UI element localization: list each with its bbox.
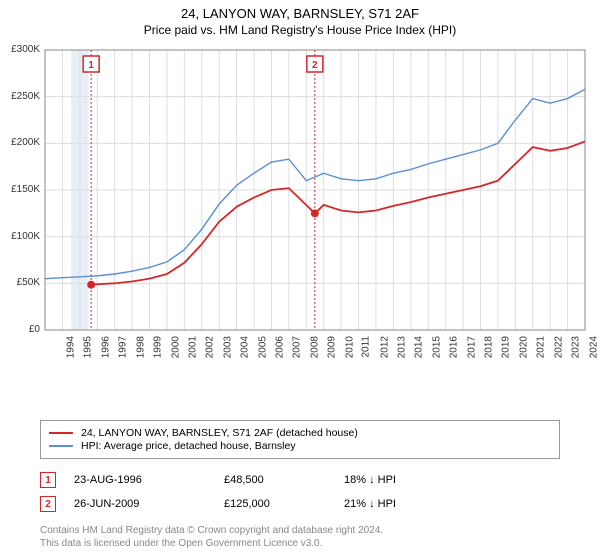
chart-title: 24, LANYON WAY, BARNSLEY, S71 2AF — [0, 0, 600, 21]
x-axis-label: 2014 — [414, 336, 425, 358]
x-axis-label: 2010 — [344, 336, 355, 358]
x-axis-label: 2005 — [257, 336, 268, 358]
legend: 24, LANYON WAY, BARNSLEY, S71 2AF (detac… — [40, 420, 560, 459]
legend-item: HPI: Average price, detached house, Barn… — [49, 440, 551, 452]
x-axis-label: 1994 — [65, 336, 76, 358]
footer-attribution: Contains HM Land Registry data © Crown c… — [40, 524, 383, 550]
x-axis-label: 2023 — [570, 336, 581, 358]
chart-subtitle: Price paid vs. HM Land Registry's House … — [0, 23, 600, 37]
x-axis-label: 1998 — [135, 336, 146, 358]
transaction-date: 26-JUN-2009 — [74, 498, 224, 510]
y-axis-label: £200K — [0, 137, 40, 148]
chart-area: 12 £0£50K£100K£150K£200K£250K£300K 19941… — [0, 42, 600, 372]
transaction-date: 23-AUG-1996 — [74, 474, 224, 486]
y-axis-label: £0 — [0, 324, 40, 335]
transaction-delta: 18% ↓ HPI — [344, 474, 396, 486]
footer-line2: This data is licensed under the Open Gov… — [40, 537, 383, 550]
x-axis-label: 2008 — [309, 336, 320, 358]
x-axis-label: 2021 — [536, 336, 547, 358]
transaction-row: 1 23-AUG-1996£48,50018% ↓ HPI — [40, 468, 560, 492]
x-axis-label: 2024 — [588, 336, 599, 358]
x-axis-label: 2016 — [448, 336, 459, 358]
x-axis-label: 2011 — [361, 336, 372, 358]
y-axis-label: £50K — [0, 277, 40, 288]
x-axis-label: 2000 — [170, 336, 181, 358]
x-axis-label: 2007 — [292, 336, 303, 358]
y-axis-label: £100K — [0, 231, 40, 242]
y-axis-label: £150K — [0, 184, 40, 195]
x-axis-label: 2012 — [379, 336, 390, 358]
legend-swatch — [49, 432, 73, 434]
legend-label: HPI: Average price, detached house, Barn… — [81, 440, 296, 452]
x-axis-label: 2015 — [431, 336, 442, 358]
x-axis-label: 2020 — [518, 336, 529, 358]
x-axis-label: 2013 — [396, 336, 407, 358]
x-axis-label: 2001 — [187, 336, 198, 358]
transaction-row: 2 26-JUN-2009£125,00021% ↓ HPI — [40, 492, 560, 516]
line-chart: 12 — [0, 42, 600, 372]
y-axis-label: £250K — [0, 91, 40, 102]
x-axis-label: 2022 — [553, 336, 564, 358]
x-axis-label: 1997 — [118, 336, 129, 358]
x-axis-label: 2019 — [501, 336, 512, 358]
transaction-badge: 1 — [40, 472, 56, 488]
y-axis-label: £300K — [0, 44, 40, 55]
x-axis-label: 1999 — [152, 336, 163, 358]
x-axis-label: 2003 — [222, 336, 233, 358]
x-axis-label: 2017 — [466, 336, 477, 358]
svg-text:2: 2 — [312, 60, 318, 71]
transaction-delta: 21% ↓ HPI — [344, 498, 396, 510]
x-axis-label: 2006 — [274, 336, 285, 358]
footer-line1: Contains HM Land Registry data © Crown c… — [40, 524, 383, 537]
x-axis-label: 1996 — [100, 336, 111, 358]
x-axis-label: 2002 — [205, 336, 216, 358]
x-axis-label: 2009 — [327, 336, 338, 358]
legend-swatch — [49, 445, 73, 447]
transactions-table: 1 23-AUG-1996£48,50018% ↓ HPI 2 26-JUN-2009… — [40, 468, 560, 516]
x-axis-label: 2004 — [239, 336, 250, 358]
x-axis-label: 1995 — [83, 336, 94, 358]
legend-item: 24, LANYON WAY, BARNSLEY, S71 2AF (detac… — [49, 427, 551, 439]
legend-label: 24, LANYON WAY, BARNSLEY, S71 2AF (detac… — [81, 427, 358, 439]
transaction-badge: 2 — [40, 496, 56, 512]
transaction-price: £48,500 — [224, 474, 344, 486]
transaction-price: £125,000 — [224, 498, 344, 510]
svg-text:1: 1 — [88, 60, 94, 71]
x-axis-label: 2018 — [483, 336, 494, 358]
